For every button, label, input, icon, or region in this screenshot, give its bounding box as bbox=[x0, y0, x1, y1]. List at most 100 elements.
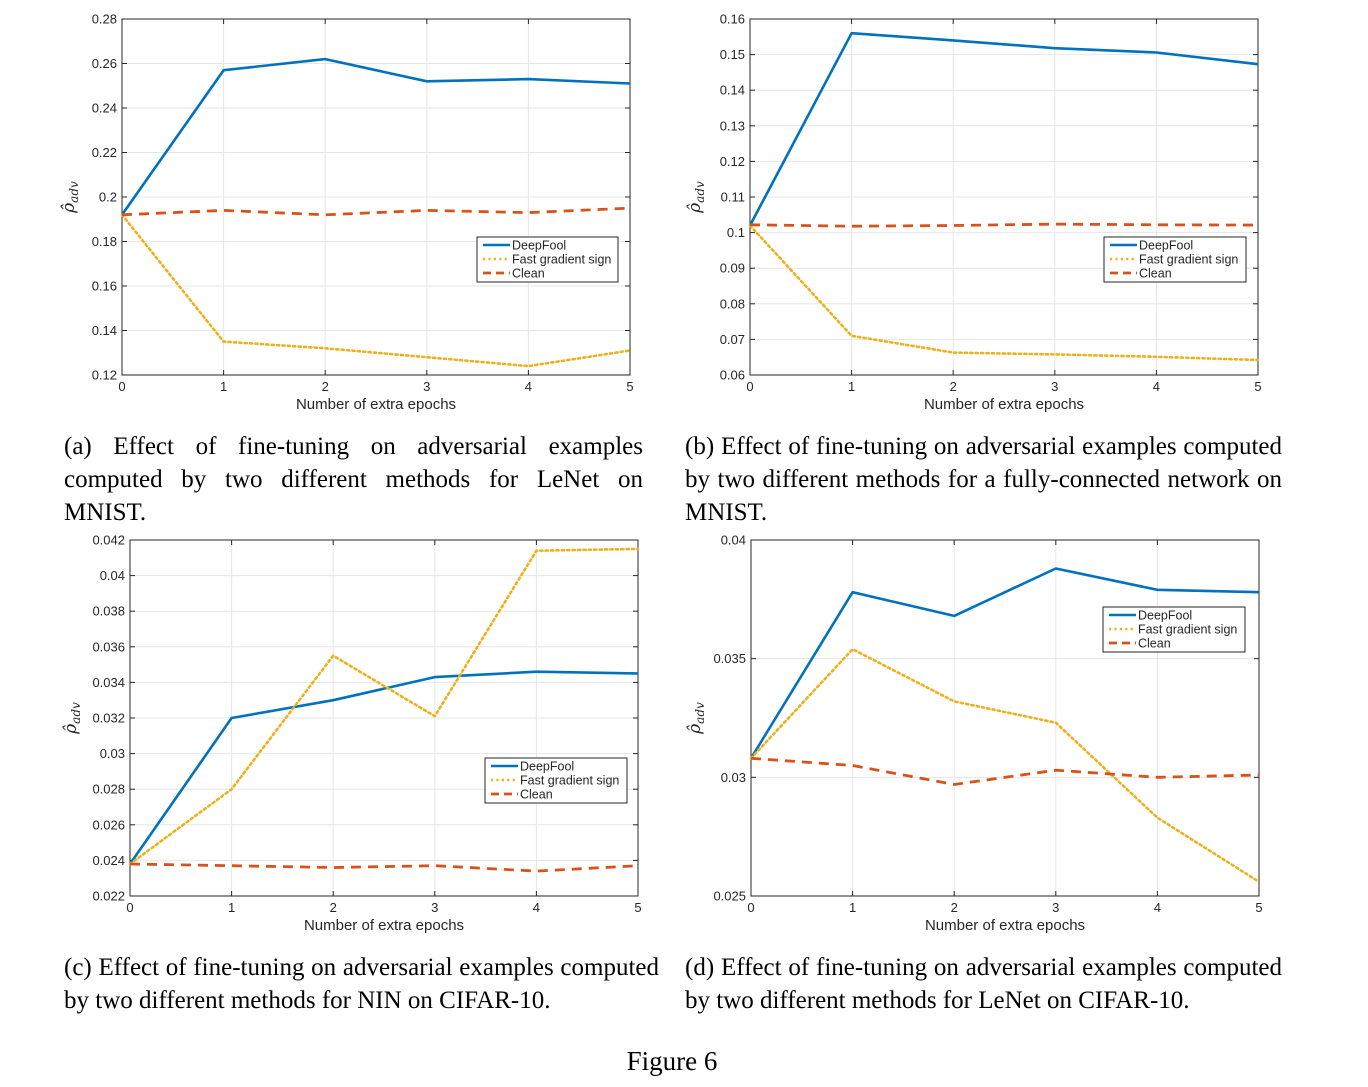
x-tick-label: 1 bbox=[220, 379, 227, 394]
y-tick-label: 0.025 bbox=[713, 889, 746, 904]
y-tick-label: 0.2 bbox=[99, 190, 117, 205]
y-tick-label: 0.12 bbox=[92, 368, 117, 383]
x-axis-label: Number of extra epochs bbox=[925, 917, 1085, 934]
x-tick-label: 5 bbox=[626, 379, 633, 394]
y-tick-label: 0.15 bbox=[720, 47, 745, 62]
legend-label: Clean bbox=[520, 788, 553, 802]
y-tick-label: 0.09 bbox=[720, 261, 745, 276]
x-tick-label: 1 bbox=[228, 900, 235, 915]
y-tick-label: 0.12 bbox=[720, 154, 745, 169]
y-tick-label: 0.038 bbox=[92, 604, 125, 619]
caption-c: (c) Effect of fine-tuning on adversarial… bbox=[64, 954, 659, 1014]
x-tick-label: 2 bbox=[330, 900, 337, 915]
caption-b: (b) Effect of fine-tuning on adversarial… bbox=[685, 433, 1282, 526]
x-tick-label: 1 bbox=[849, 900, 856, 915]
legend-label: Fast gradient sign bbox=[1138, 623, 1237, 637]
legend-label: Clean bbox=[1139, 267, 1172, 281]
y-axis-label: ρ̂adv bbox=[685, 181, 707, 214]
y-tick-label: 0.26 bbox=[92, 56, 117, 71]
y-tick-label: 0.03 bbox=[100, 746, 125, 761]
plot-area bbox=[751, 540, 1259, 896]
x-tick-label: 3 bbox=[1051, 379, 1058, 394]
legend-label: Clean bbox=[512, 267, 545, 281]
x-tick-label: 0 bbox=[747, 900, 754, 915]
y-tick-label: 0.11 bbox=[721, 190, 745, 205]
axis-box bbox=[750, 539, 1260, 897]
y-tick-label: 0.18 bbox=[92, 234, 117, 249]
y-tick-label: 0.28 bbox=[92, 12, 117, 27]
legend-label: Clean bbox=[1138, 637, 1171, 651]
y-tick-label: 0.24 bbox=[92, 101, 117, 116]
y-tick-label: 0.14 bbox=[92, 323, 117, 338]
x-axis-label: Number of extra epochs bbox=[296, 396, 456, 413]
series-line-fast-gradient-sign bbox=[128, 547, 640, 866]
y-tick-label: 0.026 bbox=[92, 817, 125, 832]
x-tick-label: 5 bbox=[1255, 900, 1262, 915]
series-line-clean bbox=[750, 756, 1260, 786]
legend-label: DeepFool bbox=[1139, 239, 1193, 253]
y-tick-label: 0.042 bbox=[92, 533, 125, 548]
line-chart-c: 0.022 0.024 0.026 0.028 0.03 0.032 0.034 0.036 0… bbox=[61, 533, 642, 935]
legend-label: Fast gradient sign bbox=[512, 253, 611, 267]
y-axis-label: ρ̂adv bbox=[59, 181, 81, 214]
x-tick-label: 5 bbox=[634, 900, 641, 915]
y-axis-label: ρ̂adv bbox=[685, 702, 707, 735]
figure-label: Figure 6 bbox=[626, 1046, 718, 1076]
y-tick-label: 0.022 bbox=[92, 889, 125, 904]
y-tick-label: 0.08 bbox=[720, 296, 745, 311]
y-tick-label: 0.035 bbox=[713, 651, 746, 666]
series-line-deepfool bbox=[120, 57, 631, 216]
x-axis-label: Number of extra epochs bbox=[304, 917, 464, 934]
x-tick-label: 5 bbox=[1254, 379, 1261, 394]
y-axis-label: ρ̂adv bbox=[61, 702, 83, 735]
series-line-fast-gradient-sign bbox=[748, 224, 1260, 362]
y-tick-label: 0.04 bbox=[100, 568, 125, 583]
y-tick-label: 0.22 bbox=[92, 145, 117, 160]
x-tick-label: 4 bbox=[1153, 379, 1160, 394]
y-tick-label: 0.07 bbox=[720, 332, 745, 347]
y-tick-label: 0.04 bbox=[721, 533, 746, 548]
series-line-deepfool bbox=[748, 31, 1259, 227]
legend-label: DeepFool bbox=[520, 760, 574, 774]
y-tick-label: 0.028 bbox=[92, 782, 125, 797]
x-tick-label: 3 bbox=[1052, 900, 1059, 915]
y-tick-label: 0.13 bbox=[720, 118, 745, 133]
x-tick-label: 0 bbox=[126, 900, 133, 915]
y-tick-label: 0.03 bbox=[721, 770, 746, 785]
x-tick-label: 3 bbox=[431, 900, 438, 915]
y-tick-label: 0.1 bbox=[727, 225, 745, 240]
legend-label: Fast gradient sign bbox=[1139, 253, 1238, 267]
caption-d: (d) Effect of fine-tuning on adversarial… bbox=[685, 954, 1282, 1014]
x-tick-label: 2 bbox=[322, 379, 329, 394]
x-tick-label: 0 bbox=[746, 379, 753, 394]
y-tick-label: 0.034 bbox=[92, 675, 125, 690]
legend-label: Fast gradient sign bbox=[520, 774, 619, 788]
x-tick-label: 2 bbox=[950, 379, 957, 394]
line-chart-b: 0.06 0.07 0.08 0.09 0.1 0.11 0.12 0.13 0.14 0.15 0… bbox=[685, 12, 1262, 414]
y-tick-label: 0.16 bbox=[720, 12, 745, 27]
x-tick-label: 4 bbox=[525, 379, 532, 394]
x-tick-label: 4 bbox=[1154, 900, 1161, 915]
line-chart-a: 0.12 0.14 0.16 0.18 0.2 0.22 0.24 0.26 0.28 0 1 2 3 4… bbox=[59, 12, 634, 414]
series-line-deepfool bbox=[749, 567, 1260, 759]
x-tick-label: 0 bbox=[118, 379, 125, 394]
x-tick-label: 2 bbox=[951, 900, 958, 915]
caption-a: (a) Effect of fine-tuning on adversarial… bbox=[64, 433, 643, 526]
x-tick-label: 4 bbox=[533, 900, 540, 915]
series-line-fast-gradient-sign bbox=[749, 647, 1261, 884]
legend-label: DeepFool bbox=[512, 239, 566, 253]
y-tick-label: 0.032 bbox=[92, 711, 125, 726]
x-tick-label: 1 bbox=[848, 379, 855, 394]
y-tick-label: 0.036 bbox=[92, 639, 125, 654]
x-tick-label: 3 bbox=[423, 379, 430, 394]
line-chart-d: 0.025 0.03 0.035 0.04 0 1 2 3 4 5 Number of extra … bbox=[685, 533, 1263, 935]
series-line-deepfool bbox=[128, 670, 639, 865]
y-tick-label: 0.06 bbox=[720, 368, 745, 383]
series-line-fast-gradient-sign bbox=[120, 213, 632, 368]
y-tick-label: 0.16 bbox=[92, 279, 117, 294]
x-axis-label: Number of extra epochs bbox=[924, 396, 1084, 413]
